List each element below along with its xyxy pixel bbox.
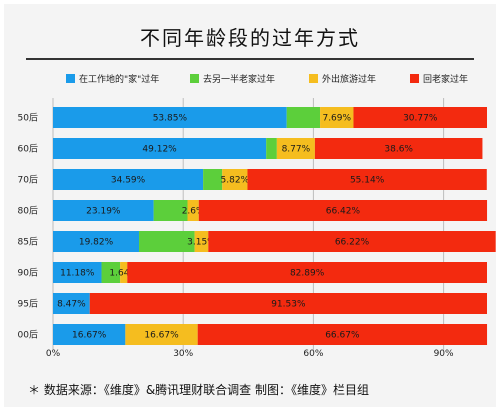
data-label: 66.22% — [335, 238, 370, 248]
data-label: 16.67% — [144, 331, 179, 341]
bar-segment — [139, 231, 195, 252]
data-label: 19.82% — [79, 238, 114, 248]
data-label: 53.85% — [153, 114, 188, 124]
y-category-label: 60后 — [18, 144, 38, 155]
legend-item-own-hometown: 回老家过年 — [410, 72, 468, 85]
bar-segment — [153, 200, 188, 221]
data-label: 23.19% — [86, 207, 121, 217]
chart-legend: 在工作地的"家"过年 去另一半老家过年 外出旅游过年 回老家过年 — [0, 72, 500, 90]
y-category-label: 00后 — [18, 330, 38, 341]
legend-item-home-at-work: 在工作地的"家"过年 — [66, 72, 159, 85]
legend-item-travel: 外出旅游过年 — [309, 72, 376, 85]
bar-segment — [53, 293, 90, 314]
bar-segment — [53, 138, 267, 159]
legend-swatch — [190, 74, 199, 83]
y-category-label: 90后 — [18, 268, 38, 279]
legend-item-partner-hometown: 去另一半老家过年 — [190, 72, 275, 85]
data-label: 66.42% — [326, 207, 361, 217]
y-category-label: 70后 — [18, 175, 38, 186]
bar-segment — [194, 231, 209, 252]
data-label: 11.18% — [60, 269, 95, 279]
bar-segment — [53, 200, 154, 221]
data-label: 38.6% — [384, 145, 413, 155]
bar-segment — [208, 231, 496, 252]
y-category-label: 85后 — [18, 237, 38, 248]
bar-segment — [247, 169, 487, 190]
data-label: 66.67% — [325, 331, 360, 341]
bar-segment — [314, 138, 483, 159]
bar-segment — [53, 262, 102, 283]
bar-segment — [203, 169, 223, 190]
x-tick-label: 90% — [434, 349, 454, 359]
bar-segment — [120, 262, 128, 283]
title-divider — [26, 58, 474, 60]
data-label: 91.53% — [271, 300, 306, 310]
data-label: 55.14% — [350, 176, 385, 186]
bar-segment — [53, 324, 126, 345]
data-label: 16.67% — [72, 331, 107, 341]
bar-segment — [276, 138, 315, 159]
x-tick-label: 0% — [46, 349, 61, 359]
bar-segment — [125, 324, 198, 345]
bar-segment — [286, 107, 321, 128]
data-label: 1.64% — [109, 269, 138, 279]
data-label: 49.12% — [142, 145, 177, 155]
bar-segment — [222, 169, 248, 190]
bar-segment — [198, 200, 488, 221]
data-label: 7.69% — [322, 114, 351, 124]
legend-swatch — [309, 74, 318, 83]
bar-segment — [353, 107, 487, 128]
y-category-label: 50后 — [18, 113, 38, 124]
data-label: 5.82% — [221, 176, 250, 186]
bar-segment — [197, 324, 488, 345]
y-category-label: 80后 — [18, 206, 38, 217]
chart-title: 不同年龄段的过年方式 — [140, 26, 360, 50]
legend-swatch — [66, 74, 75, 83]
x-tick-label: 30% — [173, 349, 193, 359]
bar-segment — [266, 138, 277, 159]
bar-segment — [89, 293, 488, 314]
bar-segment — [127, 262, 488, 283]
data-label: 3.15% — [187, 238, 216, 248]
legend-swatch — [410, 74, 419, 83]
legend-label: 去另一半老家过年 — [203, 75, 276, 85]
data-label: 30.77% — [403, 114, 438, 124]
bar-segment — [53, 107, 287, 128]
data-label: 8.77% — [282, 145, 311, 155]
x-tick-label: 60% — [303, 349, 323, 359]
bar-segment — [320, 107, 354, 128]
bar-segment — [53, 169, 204, 190]
legend-label: 外出旅游过年 — [322, 75, 377, 85]
bar-segment — [101, 262, 121, 283]
bar-segment — [187, 200, 199, 221]
bar-segment — [53, 231, 140, 252]
data-label: 82.89% — [290, 269, 325, 279]
legend-label: 回老家过年 — [423, 75, 469, 85]
legend-label: 在工作地的"家"过年 — [79, 75, 160, 85]
data-label: 8.47% — [57, 300, 86, 310]
data-label: 34.59% — [111, 176, 146, 186]
data-label: 2.6% — [182, 207, 205, 217]
y-category-label: 95后 — [18, 299, 38, 310]
chart-footer-source: ＊ 数据来源：《维度》&腾讯理财联合调查 制图：《维度》栏目组 — [28, 383, 369, 397]
